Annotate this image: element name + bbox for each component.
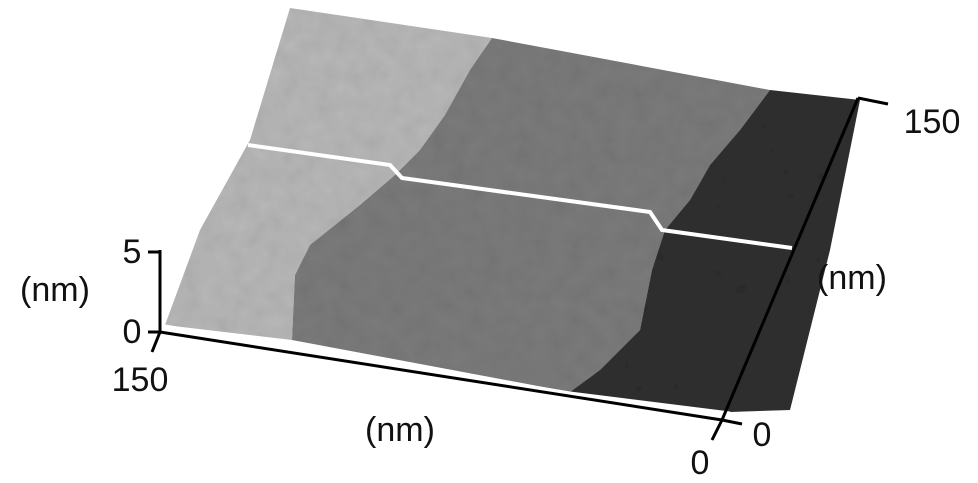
y-tick-label: 150: [904, 103, 961, 141]
y-axis-label: (nm): [817, 259, 887, 297]
z-tick-label: 5: [123, 233, 142, 271]
page: (nm) 5 0 150 (nm) 0 0 (nm) 150 (() => { …: [0, 0, 978, 483]
z-tick-label: 0: [123, 313, 142, 351]
x-tick: [712, 420, 722, 440]
y-tick: [722, 420, 742, 424]
z-axis-label: (nm): [20, 271, 90, 309]
surface: [165, 8, 860, 412]
x-tick-label: 0: [691, 444, 710, 482]
x-tick-label: 150: [112, 361, 169, 399]
y-tick: [858, 98, 888, 104]
afm-figure: (nm) 5 0 150 (nm) 0 0 (nm) 150: [0, 0, 978, 483]
y-tick-label: 0: [753, 416, 772, 454]
x-axis-label: (nm): [365, 411, 435, 449]
x-tick: [152, 332, 160, 352]
